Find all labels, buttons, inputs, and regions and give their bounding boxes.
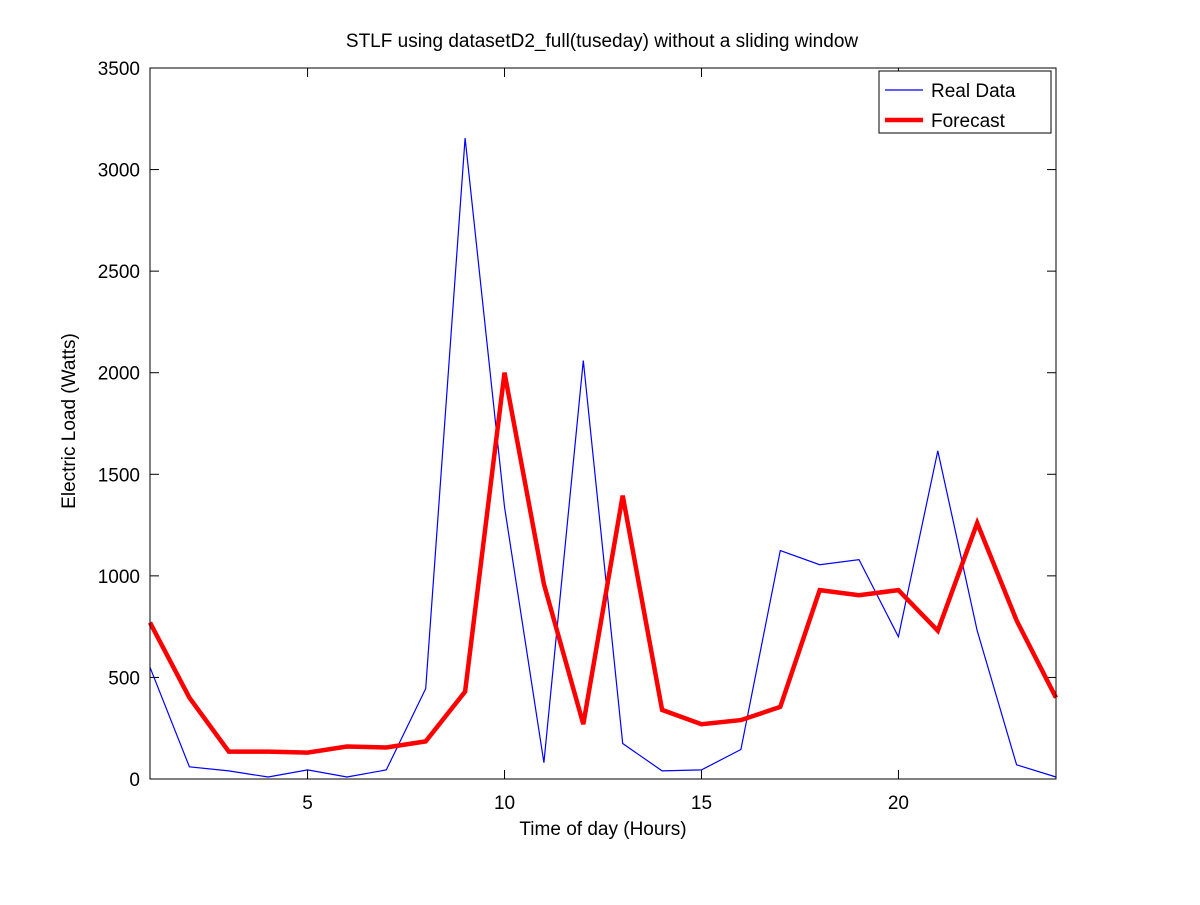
data-series: [148, 138, 1059, 778]
y-tick-label: 500: [108, 668, 140, 689]
x-tick-label: 20: [888, 793, 909, 814]
y-tick-label: 1500: [98, 465, 140, 486]
x-tick-label: 5: [302, 793, 313, 814]
y-tick-label: 2000: [98, 364, 140, 385]
x-tick-label: 15: [691, 793, 712, 814]
y-tick-label: 3500: [98, 59, 140, 80]
legend-label-forecast: Forecast: [931, 111, 1006, 132]
plot-area-frame: [149, 67, 1057, 780]
y-tick-label: 2500: [98, 262, 140, 283]
legend-label-real-data: Real Data: [931, 81, 1016, 102]
legend-box: [878, 70, 1052, 134]
x-axis-label: Time of day (Hours): [519, 819, 686, 840]
chart-title: STLF using datasetD2_full(tuseday) witho…: [346, 31, 858, 52]
y-axis-label: Electric Load (Watts): [59, 333, 80, 509]
y-tick-label: 3000: [98, 161, 140, 182]
y-tick-label: 0: [129, 770, 140, 791]
axis-ticks: 5 10 15 20 0 500 1000 1500 2000 2500 3000 3500: [98, 59, 1056, 814]
x-tick-label: 10: [494, 793, 515, 814]
series-line-forecast: [148, 372, 1059, 755]
legend: Real Data Forecast: [878, 70, 1052, 134]
series-line-real-data: [149, 138, 1057, 778]
y-tick-label: 1000: [98, 567, 140, 588]
